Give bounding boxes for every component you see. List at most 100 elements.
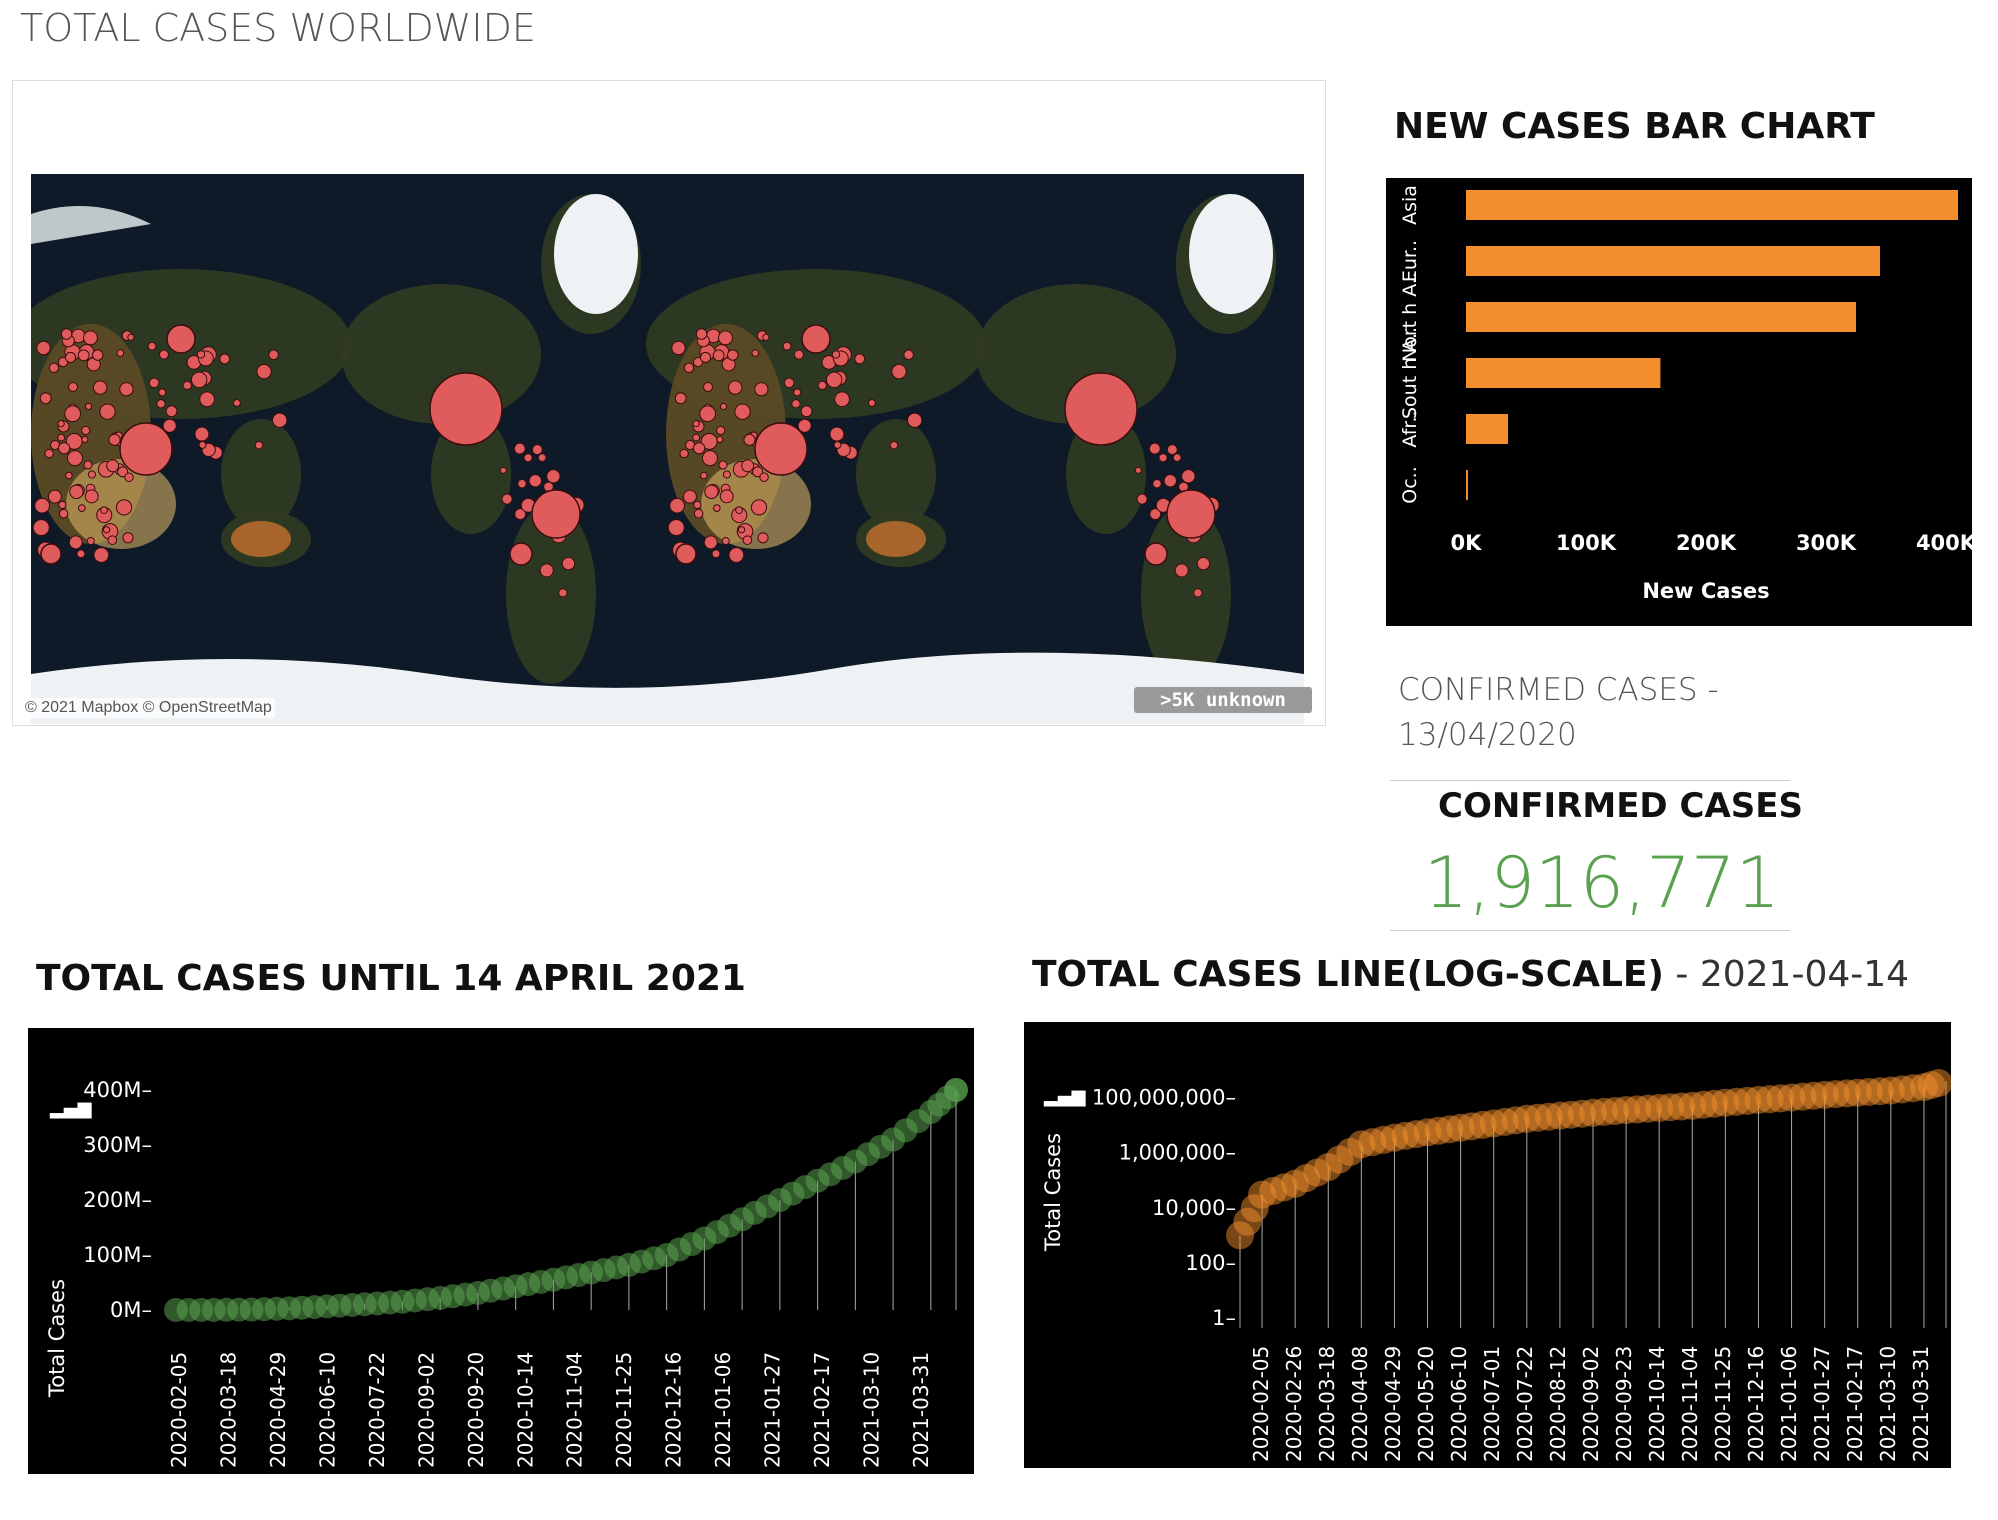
case-marker — [699, 405, 717, 423]
case-marker — [513, 442, 526, 455]
total-cases-chart[interactable]: Total Cases ▂▄▆ 0M– 100M– 200M– 300M– 400M– 202… — [28, 1028, 974, 1474]
kpi-value: 1,916,771 — [1423, 842, 1780, 924]
landmass — [1066, 414, 1146, 534]
case-marker — [741, 459, 755, 473]
area-x-tick: 2020-06-10 — [315, 1352, 339, 1468]
log-x-tick: 2020-08-12 — [1546, 1346, 1570, 1462]
case-marker — [232, 398, 241, 407]
unknown-badge[interactable]: >5K unknown — [1134, 687, 1312, 713]
case-marker — [825, 371, 843, 389]
case-marker — [76, 549, 86, 559]
case-marker — [693, 500, 702, 510]
log-chart-title-date: - 2021-04-14 — [1663, 954, 1910, 995]
case-marker — [1148, 442, 1161, 455]
desert — [866, 521, 926, 557]
case-marker — [162, 418, 177, 433]
case-marker — [84, 402, 93, 411]
case-marker — [531, 444, 543, 456]
area-x-tick: 2021-03-31 — [909, 1352, 933, 1468]
case-marker — [728, 547, 745, 563]
case-marker — [692, 420, 700, 428]
case-marker — [57, 442, 71, 455]
case-marker — [190, 371, 208, 389]
landmass — [431, 414, 511, 534]
area-y-tick: 0M– — [110, 1298, 152, 1322]
case-marker — [1181, 469, 1196, 484]
case-marker-large — [509, 542, 533, 566]
case-marker-large — [429, 372, 503, 446]
case-marker — [679, 448, 689, 459]
case-marker-large — [675, 543, 697, 565]
area-chart-title: TOTAL CASES UNTIL 14 APRIL 2021 — [36, 958, 746, 999]
bar-chart[interactable]: Asia Eur.. Nort h A.. Sout h A.. Afr.. Oc.. 0K… — [1386, 178, 1977, 626]
case-marker — [1149, 508, 1162, 521]
case-marker — [539, 563, 554, 578]
case-marker — [1163, 474, 1177, 488]
case-marker-large — [166, 324, 196, 354]
case-marker — [742, 535, 753, 545]
case-marker — [1134, 466, 1142, 474]
log-cases-chart[interactable]: Total Cases ▂▄▆ 1– 100– 10,000– 1,000,000– 100… — [1024, 1022, 1953, 1468]
case-marker — [514, 508, 527, 521]
map-attribution[interactable]: © 2021 Mapbox © OpenStreetMap — [22, 698, 275, 718]
world-map-svg — [31, 174, 1304, 724]
case-marker — [83, 460, 93, 470]
case-marker — [907, 412, 923, 428]
case-marker — [558, 588, 568, 598]
data-point — [1924, 1069, 1953, 1098]
case-marker — [782, 341, 792, 351]
case-marker — [148, 377, 160, 389]
log-x-tick: 2020-11-25 — [1711, 1346, 1735, 1462]
case-marker — [1166, 444, 1178, 456]
bar — [1466, 302, 1856, 332]
map-markers — [32, 324, 1220, 598]
case-marker — [1158, 453, 1168, 463]
bar-x-tick: 200K — [1676, 531, 1737, 555]
case-marker — [1136, 493, 1148, 505]
case-marker — [107, 535, 118, 545]
area-x-tick: 2020-10-14 — [513, 1352, 537, 1468]
bar-x-axis-label: New Cases — [1642, 579, 1769, 603]
case-marker — [751, 349, 760, 357]
world-map[interactable] — [31, 174, 1304, 724]
bar-category-label: Oc.. — [1399, 466, 1421, 503]
case-marker — [108, 433, 121, 446]
case-marker — [219, 353, 231, 365]
case-marker — [58, 500, 67, 510]
case-marker — [66, 450, 83, 467]
area-x-tick: 2020-11-25 — [612, 1352, 636, 1468]
case-marker-large — [119, 422, 173, 476]
case-marker — [198, 440, 207, 449]
case-marker — [58, 508, 69, 519]
bar-category-label: Eur.. — [1399, 240, 1421, 282]
log-chart-title: TOTAL CASES LINE(LOG-SCALE) — [1032, 954, 1664, 995]
log-x-tick: 2020-04-29 — [1381, 1346, 1405, 1462]
log-x-tick: 2021-01-06 — [1777, 1346, 1801, 1462]
area-x-tick: 2020-09-20 — [464, 1352, 488, 1468]
case-marker — [119, 382, 134, 397]
case-marker — [718, 460, 728, 470]
case-marker — [158, 349, 169, 360]
case-marker — [499, 466, 507, 474]
case-marker — [546, 469, 561, 484]
case-marker — [1196, 556, 1211, 571]
case-marker — [743, 433, 756, 446]
case-marker — [117, 466, 129, 478]
case-marker — [682, 489, 697, 504]
case-marker — [64, 351, 77, 364]
area-x-tick: 2020-04-29 — [266, 1352, 290, 1468]
kpi-divider-top — [1390, 780, 1790, 781]
case-marker — [199, 391, 215, 408]
case-marker — [517, 478, 527, 489]
case-marker — [718, 330, 733, 346]
case-marker — [750, 499, 768, 516]
arctic-ice — [31, 206, 151, 244]
log-x-tick: 2020-07-01 — [1480, 1346, 1504, 1462]
case-marker — [783, 377, 795, 389]
chart-type-icon: ▂▄▆ — [1043, 1086, 1087, 1107]
kpi-divider-bottom — [1390, 930, 1790, 931]
case-marker — [147, 341, 157, 351]
case-marker — [268, 349, 279, 360]
case-marker — [734, 403, 751, 420]
case-marker — [1193, 588, 1203, 598]
